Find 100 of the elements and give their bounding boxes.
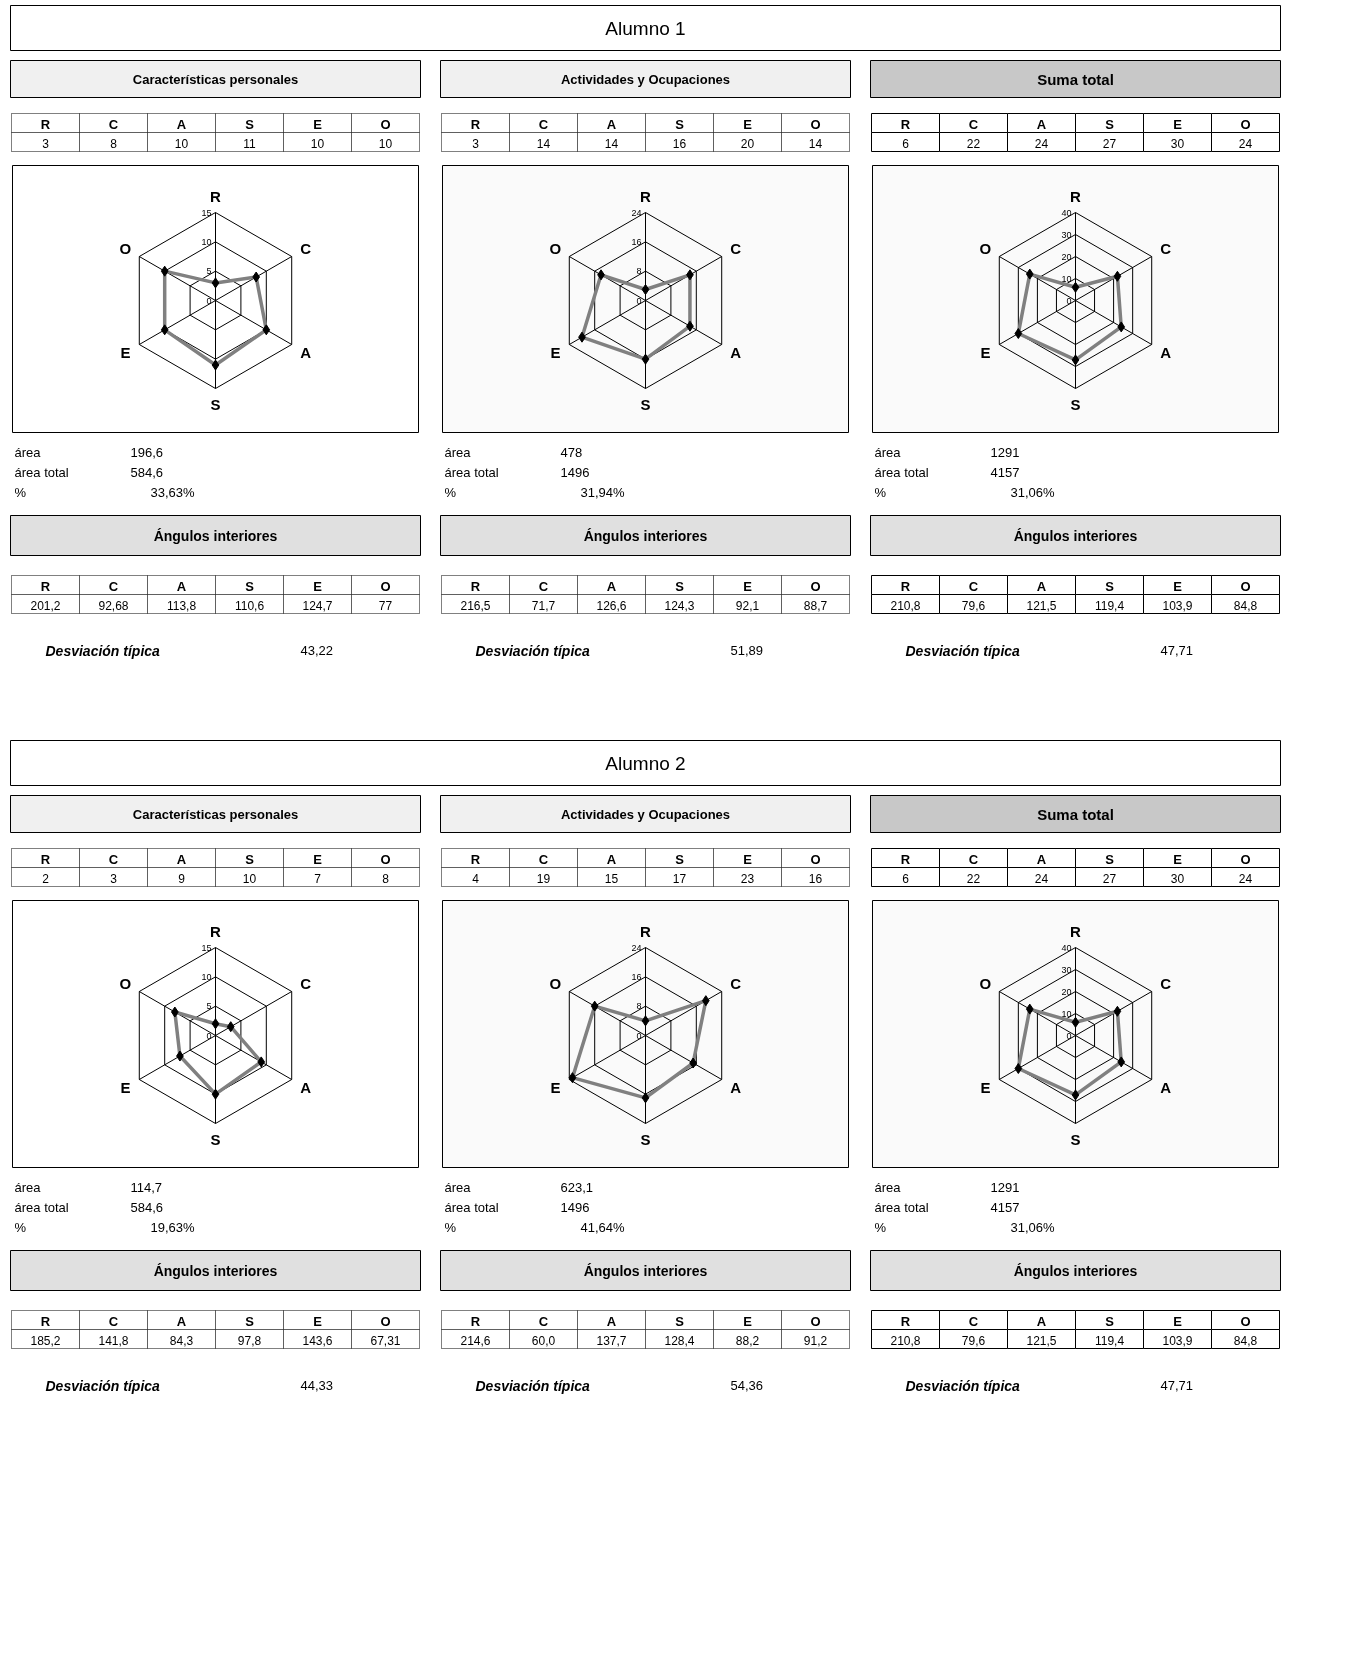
category-label: R — [900, 578, 911, 594]
category-label: E — [743, 851, 753, 867]
y-tick-label: 0 — [636, 1030, 642, 1041]
data-label: 103,9 — [1162, 598, 1193, 613]
text: 47,71 — [1160, 1378, 1194, 1393]
text: Ángulos interiores — [1013, 527, 1138, 544]
category-label: S — [1105, 851, 1115, 867]
text: Ángulos interiores — [583, 527, 708, 544]
data-label: 6 — [902, 136, 910, 151]
data-label: 77 — [378, 598, 393, 613]
data-label: 19 — [536, 871, 551, 886]
data-label: 20 — [740, 136, 755, 151]
data-label: 3 — [42, 136, 50, 151]
category-label: A — [176, 578, 187, 594]
spoke-label: O — [979, 975, 992, 992]
text: Suma total — [1037, 806, 1114, 823]
category-label: C — [108, 1313, 119, 1329]
data-label: 16 — [672, 136, 687, 151]
data-label: 27 — [1102, 136, 1117, 151]
y-tick-label: 20 — [1061, 251, 1072, 262]
spoke-label: R — [1070, 188, 1082, 205]
spoke-label: S — [210, 1131, 221, 1148]
category-label: R — [470, 851, 481, 867]
spoke-label: C — [730, 240, 742, 257]
category-label: C — [538, 116, 549, 132]
category-label: O — [380, 851, 391, 867]
text: área total — [874, 465, 929, 480]
category-label: S — [1105, 578, 1115, 594]
data-label: 3 — [110, 871, 118, 886]
category-label: S — [245, 578, 255, 594]
y-tick-label: 30 — [1061, 964, 1072, 975]
y-tick-label: 0 — [1066, 295, 1072, 306]
text: 33,63% — [150, 485, 196, 500]
y-tick-label: 5 — [206, 1001, 212, 1012]
data-label: 24 — [1238, 136, 1253, 151]
category-label: A — [1036, 1313, 1047, 1329]
text: Características personales — [132, 807, 299, 822]
text: 44,33 — [300, 1378, 334, 1393]
data-label: 214,6 — [460, 1333, 491, 1348]
data-label: 9 — [178, 871, 186, 886]
category-label: C — [108, 116, 119, 132]
data-label: 113,8 — [166, 598, 197, 613]
text: 43,22 — [300, 643, 334, 658]
category-label: O — [1240, 116, 1251, 132]
text: área — [874, 1180, 902, 1195]
text: Desviación típica — [905, 642, 1021, 659]
text: 51,89 — [730, 643, 764, 658]
data-label: 92,68 — [98, 598, 129, 613]
text: 19,63% — [150, 1220, 196, 1235]
text: Desviación típica — [905, 1377, 1021, 1394]
text: % — [444, 1220, 457, 1235]
spoke-label: E — [980, 1079, 991, 1096]
y-tick-label: 20 — [1061, 986, 1072, 997]
data-label: 67,31 — [370, 1333, 401, 1348]
y-tick-label: 0 — [636, 295, 642, 306]
category-label: O — [380, 116, 391, 132]
spoke-label: A — [730, 344, 742, 361]
spoke-label: R — [1070, 923, 1082, 940]
data-label: 84,3 — [169, 1333, 194, 1348]
text: % — [14, 1220, 27, 1235]
spoke-label: A — [1160, 344, 1172, 361]
data-label: 22 — [966, 871, 981, 886]
y-tick-label: 15 — [201, 207, 212, 218]
spoke-label: A — [300, 1079, 312, 1096]
category-label: O — [380, 578, 391, 594]
data-label: 14 — [604, 136, 619, 151]
data-label: 137,7 — [596, 1333, 627, 1348]
y-tick-label: 30 — [1061, 229, 1072, 240]
data-label: 128,4 — [664, 1333, 695, 1348]
category-label: R — [470, 116, 481, 132]
spoke-label: S — [210, 396, 221, 413]
category-label: S — [1105, 116, 1115, 132]
category-label: E — [743, 578, 753, 594]
text: 1496 — [560, 465, 590, 480]
data-label: 119,4 — [1094, 1333, 1125, 1348]
text: Actividades y Ocupaciones — [560, 807, 731, 822]
data-label: 17 — [672, 871, 687, 886]
y-tick-label: 24 — [631, 207, 642, 218]
data-label: 97,8 — [237, 1333, 262, 1348]
category-label: R — [40, 578, 51, 594]
data-label: 124,7 — [302, 598, 333, 613]
category-label: E — [1173, 851, 1183, 867]
spoke-label: O — [119, 975, 132, 992]
spoke-label: C — [1160, 975, 1172, 992]
data-label: 3 — [472, 136, 480, 151]
spoke-label: E — [980, 344, 991, 361]
category-label: O — [810, 1313, 821, 1329]
category-label: O — [1240, 1313, 1251, 1329]
category-label: C — [538, 1313, 549, 1329]
data-label: 10 — [310, 136, 325, 151]
category-label: R — [40, 116, 51, 132]
text: área — [444, 1180, 472, 1195]
spoke-label: E — [120, 344, 131, 361]
category-label: E — [743, 1313, 753, 1329]
data-label: 27 — [1102, 871, 1117, 886]
text: área — [444, 445, 472, 460]
spoke-label: S — [1070, 1131, 1081, 1148]
text: 1291 — [990, 445, 1020, 460]
data-label: 10 — [174, 136, 189, 151]
category-label: E — [313, 578, 323, 594]
